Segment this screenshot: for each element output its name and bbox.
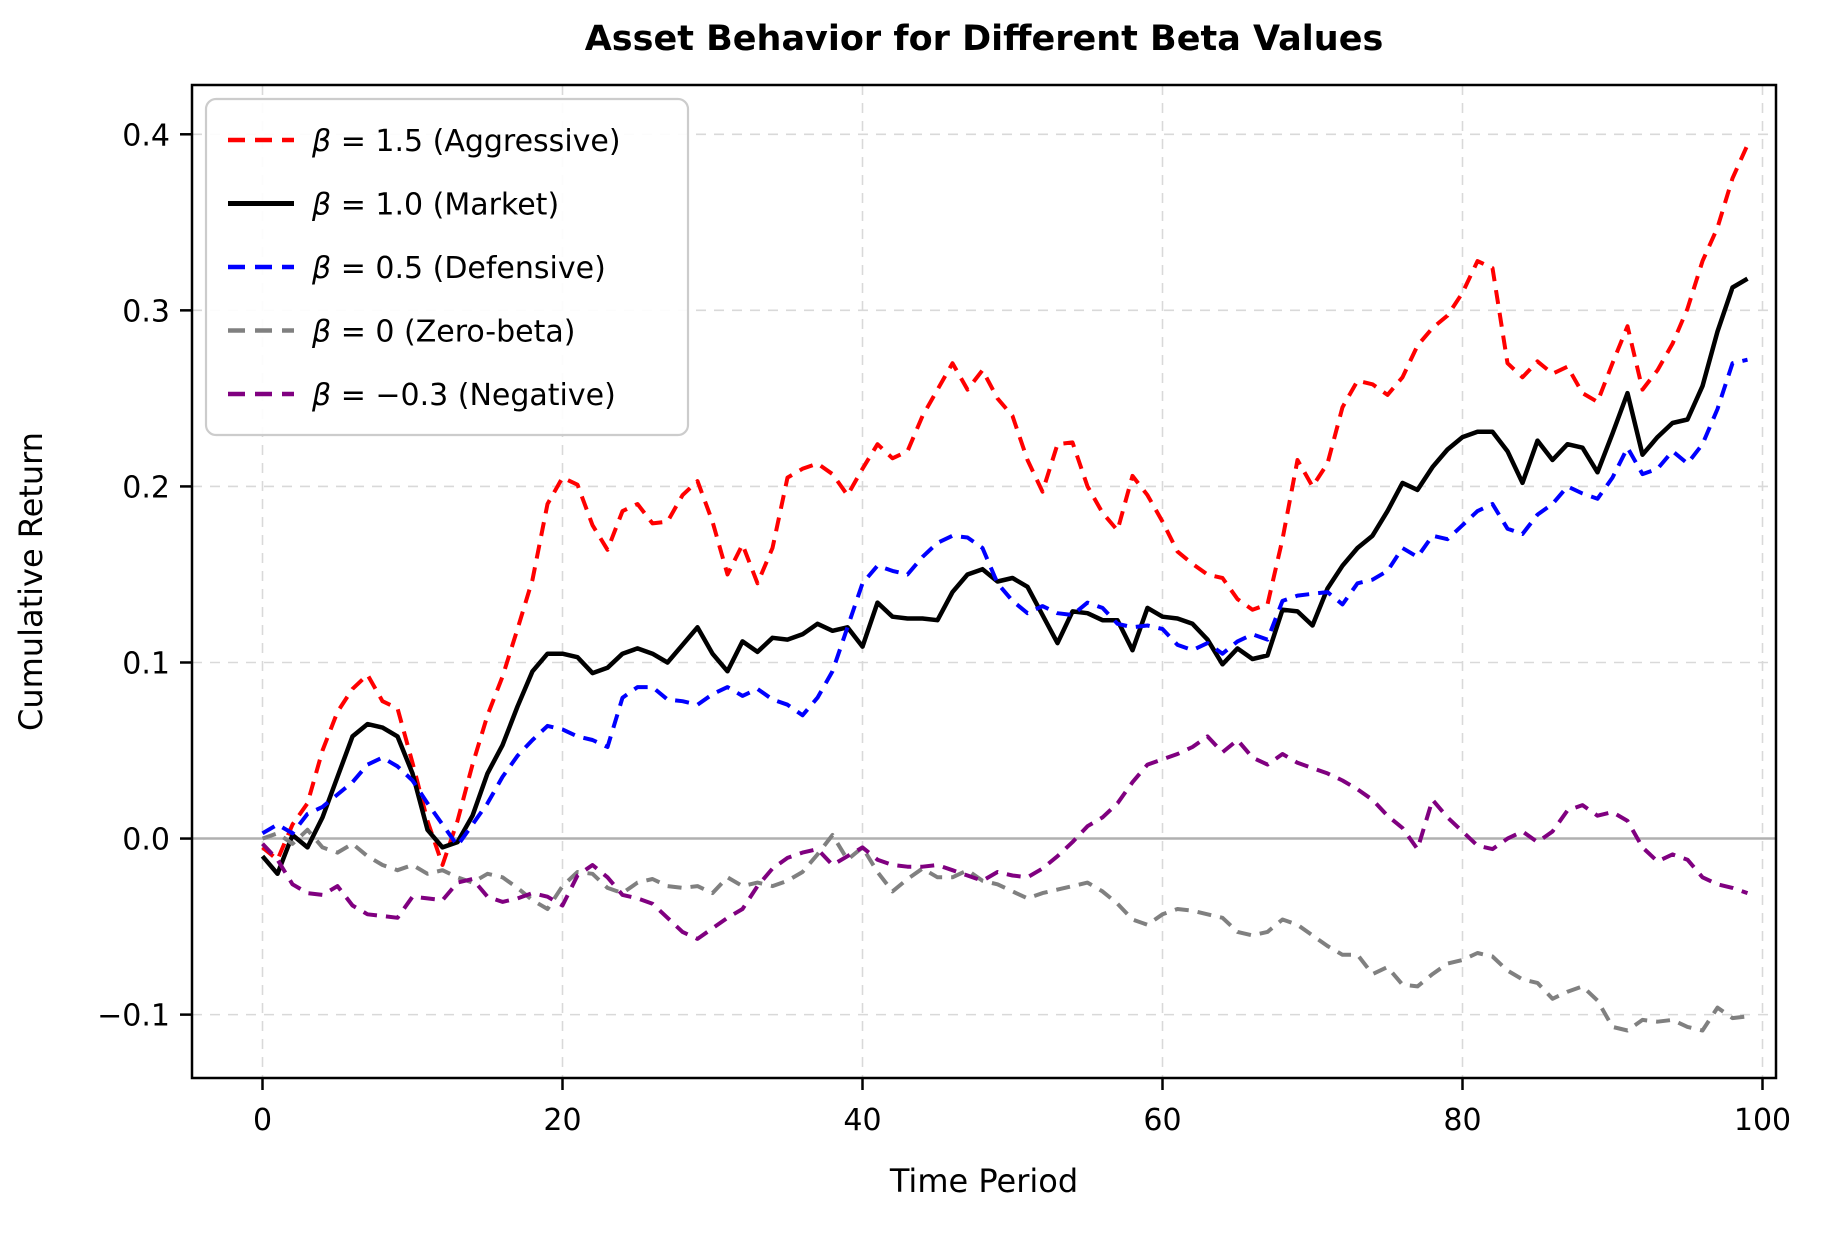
- axis-ticks: 0 20 40 60 80 100 −0.1 0.0 0.1 0.2 0.3 0.4: [97, 118, 1791, 1138]
- legend-entry-aggressive: β = 1.5 (Aggressive): [228, 124, 621, 159]
- plot-border: [190, 83, 1778, 1080]
- y-tick-label-0.1: 0.1: [122, 646, 170, 681]
- legend-label-zero-beta: β = 0 (Zero-beta): [311, 315, 575, 350]
- beta-symbol: β: [311, 124, 331, 159]
- x-tick-label-80: 80: [1443, 1103, 1481, 1138]
- series-line-aggressive: [261, 144, 1750, 867]
- x-tick-label-60: 60: [1143, 1103, 1181, 1138]
- legend-label-text: = 0.5 (Defensive): [331, 251, 606, 286]
- beta-symbol: β: [311, 315, 331, 350]
- chart-title: Asset Behavior for Different Beta Values: [585, 19, 1384, 59]
- y-tick-label-0.4: 0.4: [122, 118, 170, 153]
- beta-symbol: β: [311, 251, 331, 286]
- legend-label-text: = −0.3 (Negative): [331, 378, 616, 413]
- series-line-defensive: [261, 357, 1748, 848]
- y-tick-label-0: 0.0: [122, 823, 170, 858]
- legend-entry-negative: β = −0.3 (Negative): [228, 378, 616, 413]
- series-lines: [260, 144, 1750, 1033]
- y-tick-label--0.1: −0.1: [97, 999, 170, 1034]
- series-line-market: [260, 276, 1749, 877]
- legend-box: [204, 97, 690, 437]
- x-tick-label-40: 40: [843, 1103, 881, 1138]
- legend-entry-zero-beta: β = 0 (Zero-beta): [228, 315, 575, 350]
- legend-label-negative: β = −0.3 (Negative): [311, 378, 616, 413]
- legend-label-text: = 0 (Zero-beta): [331, 315, 575, 350]
- x-tick-label-0: 0: [253, 1103, 272, 1138]
- legend-label-aggressive: β = 1.5 (Aggressive): [311, 124, 621, 159]
- y-tick-label-0.2: 0.2: [122, 470, 170, 505]
- axes-frame: [190, 83, 1778, 1080]
- beta-symbol: β: [311, 378, 331, 413]
- legend-label-defensive: β = 0.5 (Defensive): [311, 251, 606, 286]
- series-line-zero-beta: [261, 827, 1748, 1033]
- beta-symbol: β: [311, 188, 331, 223]
- legend-label-text: = 1.0 (Market): [331, 188, 559, 223]
- y-axis-label: Cumulative Return: [12, 432, 50, 731]
- x-tick-label-20: 20: [543, 1103, 581, 1138]
- x-tick-label-100: 100: [1734, 1103, 1791, 1138]
- legend-label-text: = 1.5 (Aggressive): [331, 124, 620, 159]
- legend-entry-market: β = 1.0 (Market): [228, 188, 559, 223]
- x-axis-label: Time Period: [889, 1162, 1078, 1200]
- legend-label-market: β = 1.0 (Market): [311, 188, 559, 223]
- y-tick-label-0.3: 0.3: [122, 294, 170, 329]
- legend: β = 1.5 (Aggressive)β = 1.0 (Market)β = …: [204, 97, 690, 437]
- legend-entry-defensive: β = 0.5 (Defensive): [228, 251, 606, 286]
